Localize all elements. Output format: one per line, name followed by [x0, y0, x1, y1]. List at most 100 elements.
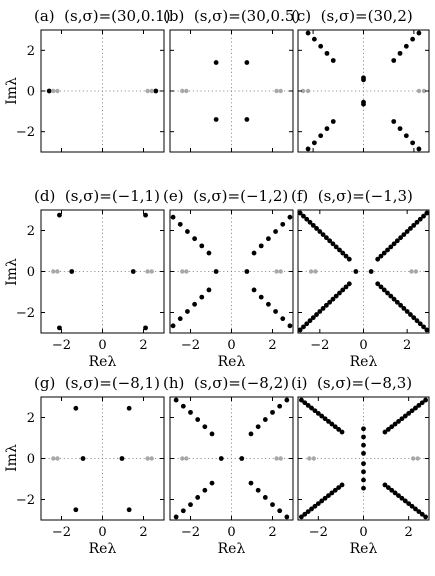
- spectrum-point: [277, 403, 283, 409]
- essential-point: [149, 456, 154, 461]
- y-tick-label: 0: [27, 265, 35, 280]
- panel-title: (a) (s,σ)=(30,0.1): [34, 7, 171, 25]
- spectrum-point: [255, 424, 261, 430]
- spectrum-point: [284, 514, 290, 520]
- spectrum-point: [57, 212, 62, 218]
- panel-title: (c) (s,σ)=(30,2): [291, 7, 413, 25]
- markers: [51, 405, 154, 513]
- panel-title: (g) (s,σ)=(−8,1): [34, 374, 160, 392]
- x-tick-label: 2: [139, 525, 147, 540]
- essential-point: [278, 456, 283, 461]
- y-axis-label-row3: Imλ: [4, 444, 20, 472]
- spectrum-point: [266, 236, 271, 242]
- spectrum-point: [312, 408, 318, 414]
- x-axis-label: Reλ: [218, 541, 246, 557]
- spectrum-point: [130, 269, 136, 274]
- x-tick-label: −2: [310, 338, 329, 353]
- spectrum-point: [273, 309, 278, 314]
- essential-point: [410, 456, 416, 461]
- spectrum-point: [57, 325, 62, 331]
- markers: [51, 212, 154, 331]
- spectrum-point: [258, 243, 264, 249]
- panel-title: (e) (s,σ)=(−1,2): [163, 187, 288, 205]
- spectrum-point: [398, 302, 404, 308]
- essential-point: [300, 88, 306, 94]
- essential-point: [413, 269, 419, 274]
- markers: [300, 30, 427, 152]
- x-tick-label: −2: [52, 525, 71, 540]
- x-tick-label: −2: [181, 525, 200, 540]
- x-axis-label: Reλ: [89, 354, 117, 370]
- spectrum-point: [266, 301, 271, 307]
- spectrum-point: [255, 487, 261, 493]
- spectrum-point: [381, 287, 387, 293]
- x-tick-label: 0: [359, 525, 367, 540]
- spectrum-point: [309, 405, 314, 411]
- spectrum-point: [413, 405, 418, 411]
- spectrum-point: [361, 450, 366, 456]
- y-tick-label: 0: [27, 452, 35, 467]
- spectrum-point: [273, 229, 278, 234]
- spectrum-point: [143, 212, 148, 218]
- panel-grid: −2 0 2 (a) (s,σ)=(30,0.1)(b) (s,σ)=(30,0.5)…: [16, 7, 430, 557]
- markers: [170, 214, 293, 329]
- panel-b: (b) (s,σ)=(30,0.5): [163, 7, 300, 153]
- spectrum-point: [382, 482, 388, 488]
- spectrum-point: [305, 509, 311, 514]
- spectrum-point: [421, 213, 426, 219]
- spectrum-point: [353, 269, 359, 274]
- spectrum-point: [206, 287, 212, 293]
- spectrum-point: [301, 213, 306, 219]
- panel-a: −2 0 2 (a) (s,σ)=(30,0.1): [16, 7, 171, 153]
- spectrum-point: [417, 216, 423, 222]
- spectrum-point: [361, 485, 366, 491]
- spectrum-point: [361, 101, 366, 107]
- x-tick-label: 2: [405, 525, 413, 540]
- essential-point: [274, 88, 279, 94]
- panel-d: −2 0 2 −2 0 2 Reλ (d) (s,σ)=(−1,1): [16, 187, 165, 370]
- spectrum-point: [403, 43, 409, 49]
- essential-point: [415, 456, 420, 461]
- spectrum-point: [388, 244, 394, 250]
- spectrum-point: [270, 502, 275, 508]
- spectrum-point: [209, 431, 215, 437]
- spectrum-point: [298, 210, 303, 216]
- spectrum-point: [330, 296, 336, 302]
- x-tick-label: 2: [403, 338, 411, 353]
- spectrum-point: [361, 477, 366, 483]
- essential-point: [274, 456, 279, 461]
- spectrum-point: [421, 324, 426, 330]
- spectrum-point: [397, 126, 403, 132]
- spectrum-point: [416, 509, 422, 514]
- spectrum-point: [391, 241, 397, 247]
- spectrum-point: [399, 416, 405, 422]
- spectrum-point: [322, 416, 328, 422]
- spectrum-point: [324, 50, 330, 56]
- spectrum-point: [401, 306, 407, 311]
- spectrum-point: [336, 426, 342, 432]
- spectrum-point: [399, 495, 405, 501]
- panel-h: −2 0 2 Reλ (h) (s,σ)=(−8,2): [163, 374, 294, 557]
- spectrum-point: [396, 493, 401, 499]
- y-axis-label-row2: Imλ: [4, 258, 20, 286]
- spectrum-point: [361, 442, 366, 448]
- spectrum-point: [410, 36, 416, 42]
- essential-point: [180, 456, 185, 461]
- panel-title: (b) (s,σ)=(30,0.5): [163, 7, 300, 25]
- spectrum-point: [173, 397, 179, 403]
- x-tick-label: −2: [309, 525, 328, 540]
- spectrum-point: [304, 216, 310, 222]
- spectrum-point: [270, 409, 275, 415]
- spectrum-point: [199, 243, 205, 249]
- spectrum-point: [188, 502, 193, 508]
- x-tick-label: 0: [227, 338, 235, 353]
- spectrum-point: [408, 312, 413, 317]
- spectrum-point: [192, 236, 198, 242]
- spectrum-point: [258, 294, 264, 300]
- spectrum-point: [319, 498, 325, 504]
- spectrum-point: [340, 287, 346, 293]
- spectrum-point: [262, 495, 268, 500]
- spectrum-point: [375, 256, 381, 262]
- spectrum-point: [315, 411, 321, 416]
